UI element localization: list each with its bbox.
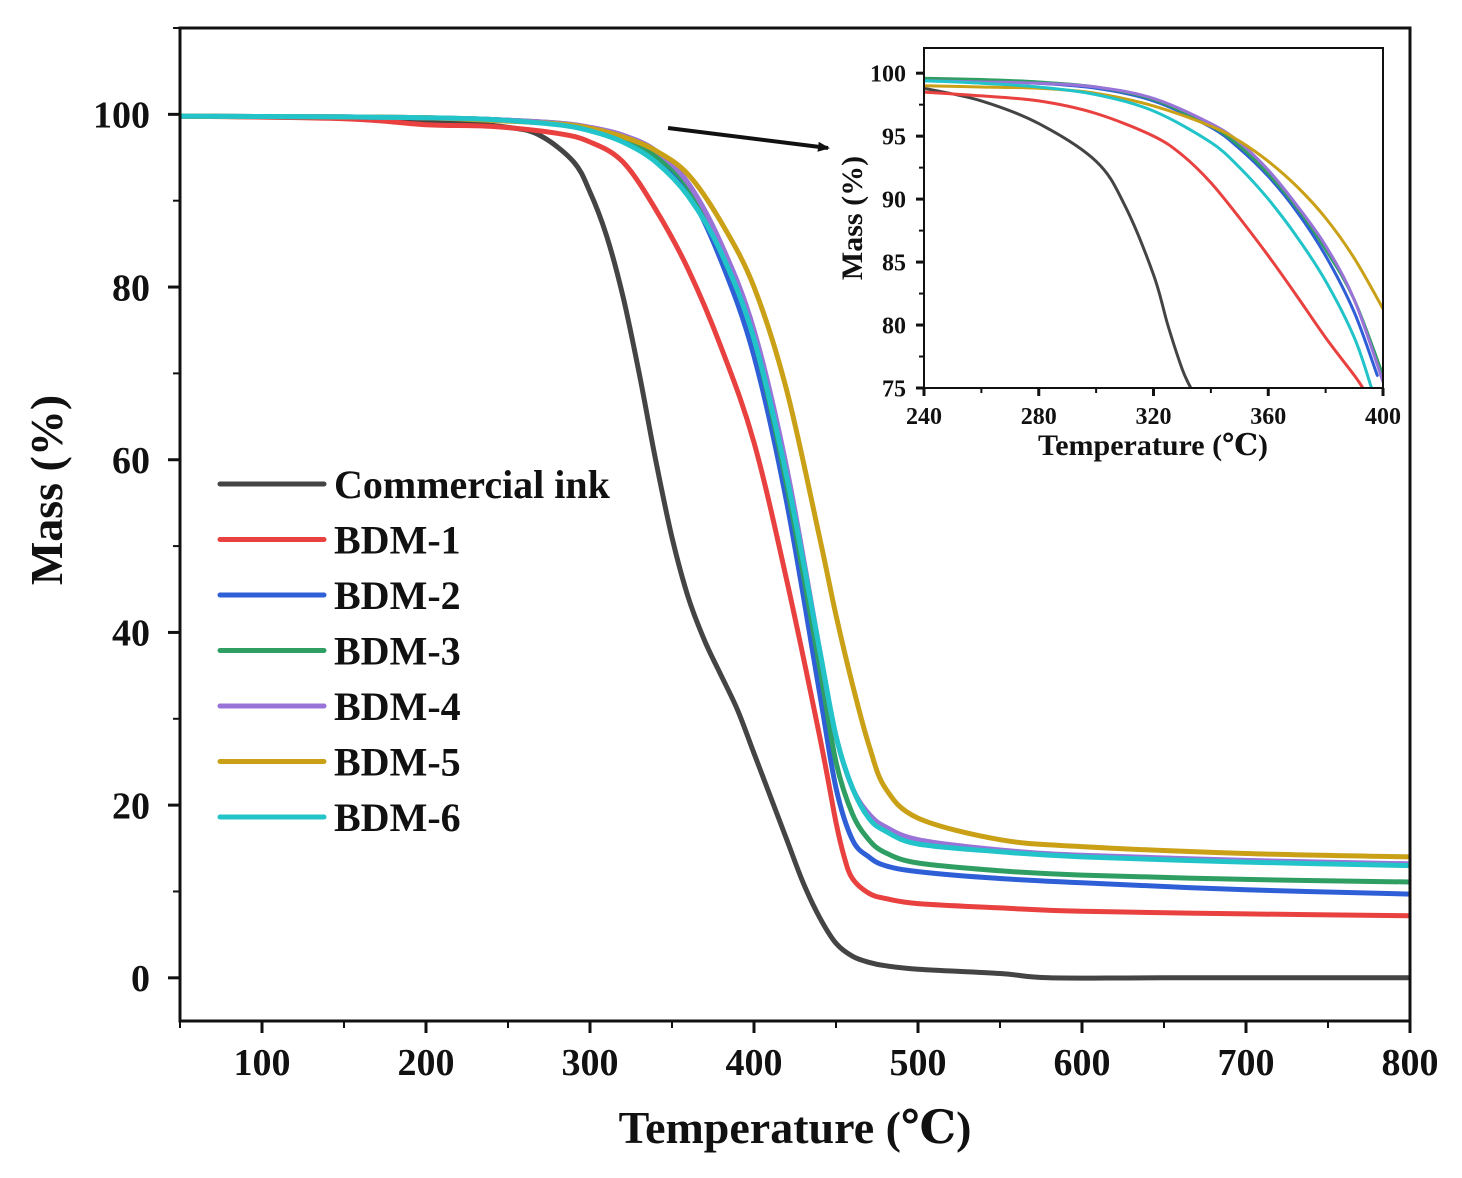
inset-y-ticks: 75 80 85 90 95 100 [870,62,924,402]
main-plot-frame [178,26,1412,1023]
main-y-tick-label-20: 20 [112,785,150,827]
inset-series-line-bdm-1 [924,90,1365,388]
inset-x-tick-label-320: 320 [1136,404,1172,430]
main-x-tick-label-400: 400 [726,1042,783,1084]
main-plot: 100 200 300 400 500 600 700 800 0 20 40 60 80 100 Te… [21,26,1439,1153]
inset-series-line-bdm-5 [924,84,1383,311]
main-x-tick-label-600: 600 [1054,1042,1111,1084]
inset-y-tick-label-90: 90 [882,188,906,214]
inset-x-ticks: 240 280 320 360 400 [906,388,1401,430]
inset-series-line-bdm-6 [924,79,1373,388]
main-y-tick-label-40: 40 [112,613,150,655]
inset-x-tick-label-240: 240 [906,404,942,430]
main-series-line-bdm-6 [180,113,1410,869]
inset-y-tick-label-95: 95 [882,125,906,151]
legend-label-bdm-3: BDM-3 [334,629,461,674]
main-y-axis-title: Mass (%) [21,395,72,585]
main-x-tick-label-300: 300 [562,1042,619,1084]
legend-label-bdm-4: BDM-4 [334,684,461,729]
main-x-ticks: 100 200 300 400 500 600 700 800 [179,1021,1439,1084]
main-series-line-bdm-1 [180,113,1410,919]
legend: Commercial ink BDM-1 BDM-2 BDM-3 BDM-4 BDM-5 B… [217,462,611,840]
main-x-tick-label-500: 500 [890,1042,947,1084]
main-y-ticks: 0 20 40 60 80 100 [93,27,180,1000]
main-y-tick-label-60: 60 [112,440,150,482]
inset-plot: 240 280 320 360 400 75 80 85 90 95 100 Temperatur… [836,47,1401,462]
legend-label-bdm-5: BDM-5 [334,740,461,785]
main-x-tick-label-200: 200 [398,1042,455,1084]
main-x-tick-label-700: 700 [1218,1042,1275,1084]
legend-label-bdm-1: BDM-1 [334,518,461,563]
legend-label-commercial-ink: Commercial ink [334,462,611,507]
main-x-axis-title: Temperature (℃) [619,1102,972,1153]
inset-x-tick-label-280: 280 [1021,404,1057,430]
inset-series-group [924,76,1383,388]
main-series-group [180,113,1410,981]
inset-y-tick-label-85: 85 [882,250,906,276]
main-x-tick-label-800: 800 [1382,1042,1439,1084]
main-y-tick-label-100: 100 [93,95,150,137]
main-y-tick-label-0: 0 [131,958,150,1000]
inset-x-tick-label-360: 360 [1250,404,1286,430]
inset-y-tick-label-100: 100 [870,62,906,88]
inset-series-line-commercial-ink [924,86,1193,388]
legend-label-bdm-6: BDM-6 [334,795,461,840]
inset-y-tick-label-75: 75 [882,376,906,402]
inset-y-axis-title: Mass (%) [836,156,869,280]
inset-x-tick-label-400: 400 [1365,404,1401,430]
inset-x-axis-title: Temperature (℃) [1038,429,1268,462]
inset-y-tick-label-80: 80 [882,313,906,339]
main-x-tick-label-100: 100 [234,1042,291,1084]
legend-label-bdm-2: BDM-2 [334,573,461,618]
main-y-tick-label-80: 80 [112,267,150,309]
zoom-arrow [667,126,830,152]
main-series-line-commercial-ink [180,113,1410,981]
